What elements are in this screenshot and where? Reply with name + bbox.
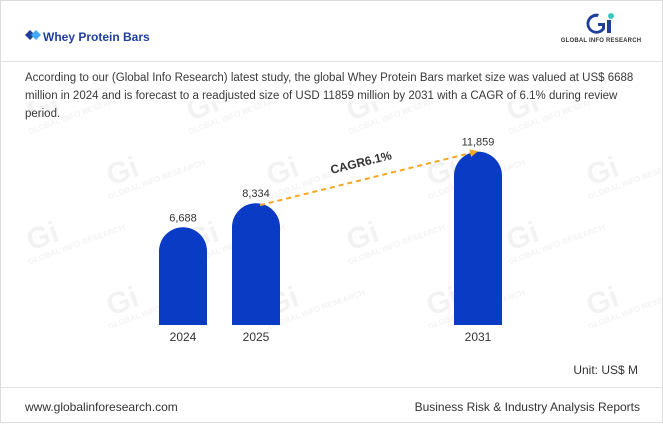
bar-2031 bbox=[454, 151, 502, 325]
bar-2024 bbox=[159, 227, 207, 325]
unit-label: Unit: US$ M bbox=[573, 363, 638, 377]
value-label: 8,334 bbox=[242, 188, 270, 200]
footer-divider bbox=[1, 387, 662, 388]
footer-tagline: Business Risk & Industry Analysis Report… bbox=[414, 400, 640, 414]
value-label: 11,859 bbox=[462, 137, 495, 149]
value-label: 6,688 bbox=[169, 212, 197, 224]
bar-2025 bbox=[232, 203, 280, 325]
logo-icon bbox=[586, 13, 614, 34]
company-logo: GLOBAL INFO RESEARCH bbox=[559, 11, 643, 49]
cagr-label: CAGR6.1% bbox=[329, 148, 394, 177]
x-tick-label: 2024 bbox=[170, 330, 197, 344]
diamond-icon bbox=[25, 30, 41, 40]
header-divider bbox=[1, 61, 662, 62]
header: Whey Protein Bars GLOBAL INFO RESEARCH bbox=[1, 1, 662, 61]
x-tick-label: 2025 bbox=[243, 330, 270, 344]
cagr-arrow bbox=[259, 149, 478, 207]
page-title: Whey Protein Bars bbox=[43, 30, 150, 44]
website-link[interactable]: www.globalinforesearch.com bbox=[25, 400, 178, 414]
logo-text: GLOBAL INFO RESEARCH bbox=[560, 38, 642, 44]
market-description: According to our (Global Info Research) … bbox=[25, 72, 634, 120]
x-tick-label: 2031 bbox=[465, 330, 492, 344]
